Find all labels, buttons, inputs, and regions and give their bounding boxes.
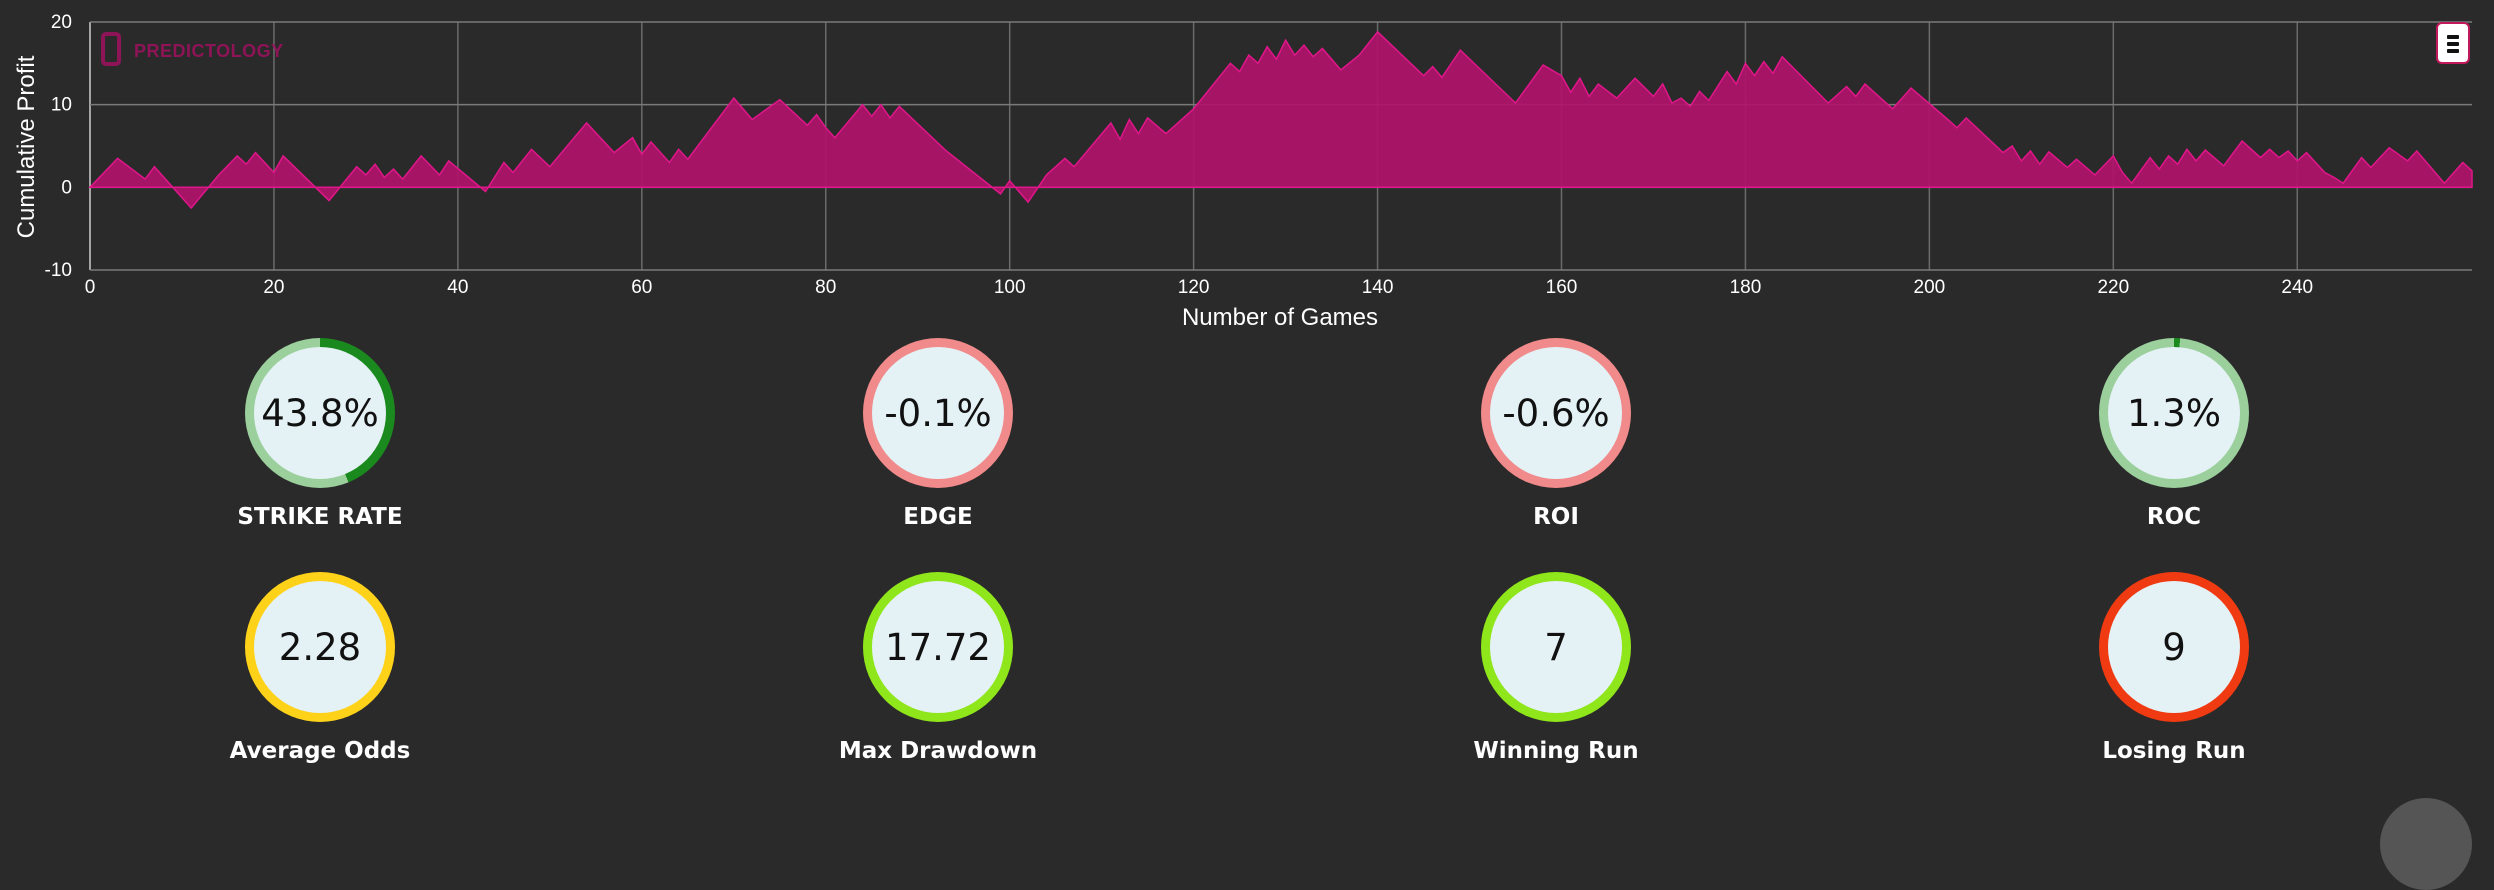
x-tick-label: 140 <box>1362 277 1394 298</box>
stats-panel: 43.8% STRIKE RATE -0.1% EDGE -0.6% ROI 1.3% ROC… <box>160 338 2334 764</box>
x-axis-ticks: 0 20 40 60 80 100 120 140 160 180 200 220 240 <box>85 277 2313 298</box>
stat-gauge-face: -0.1% <box>872 347 1004 479</box>
stat-label: Average Odds <box>229 738 411 764</box>
predictology-logo: PREDICTOLOGY <box>101 32 284 66</box>
x-tick-label: 220 <box>2097 277 2129 298</box>
stat-gauge-ring: -0.6% <box>1481 338 1631 488</box>
x-tick-label: 20 <box>263 277 284 298</box>
stat-gauge-ring: 43.8% <box>245 338 395 488</box>
stat-label: STRIKE RATE <box>237 504 403 530</box>
stat-gauge-face: 2.28 <box>254 581 386 713</box>
stat-losing-run: 9 Losing Run <box>2014 572 2334 764</box>
stat-roi: -0.6% ROI <box>1396 338 1716 530</box>
stat-gauge-face: 7 <box>1490 581 1622 713</box>
x-tick-label: 40 <box>447 277 468 298</box>
stat-gauge-face: -0.6% <box>1490 347 1622 479</box>
stat-edge: -0.1% EDGE <box>778 338 1098 530</box>
x-tick-label: 0 <box>85 277 96 298</box>
stat-label: EDGE <box>903 504 973 530</box>
y-axis-title: Cumulative Profit <box>13 55 40 238</box>
stat-gauge-face: 43.8% <box>254 347 386 479</box>
x-tick-label: 60 <box>631 277 652 298</box>
x-axis-title: Number of Games <box>1182 304 1378 331</box>
y-tick-label: -10 <box>45 260 72 281</box>
x-tick-label: 80 <box>815 277 836 298</box>
stat-winning-run: 7 Winning Run <box>1396 572 1716 764</box>
stat-label: Winning Run <box>1473 738 1639 764</box>
stat-value: 7 <box>1544 625 1568 669</box>
stat-gauge-face: 17.72 <box>872 581 1004 713</box>
stat-value: 43.8% <box>261 391 379 435</box>
stat-average-odds: 2.28 Average Odds <box>160 572 480 764</box>
logo-mark-icon <box>101 32 121 66</box>
stat-value: -0.1% <box>884 391 992 435</box>
stat-value: 17.72 <box>885 625 991 669</box>
stat-label: Max Drawdown <box>838 738 1038 764</box>
stat-gauge-ring: 9 <box>2099 572 2249 722</box>
y-tick-label: 0 <box>61 177 72 198</box>
stat-gauge-ring: 1.3% <box>2099 338 2249 488</box>
y-tick-label: 10 <box>51 95 72 116</box>
stat-gauge-ring: -0.1% <box>863 338 1013 488</box>
svg-text:PREDICTOLOGY: PREDICTOLOGY <box>134 41 284 61</box>
stat-label: Losing Run <box>2102 738 2246 764</box>
x-tick-label: 100 <box>994 277 1026 298</box>
y-tick-label: 20 <box>51 12 72 33</box>
stat-strike-rate: 43.8% STRIKE RATE <box>160 338 480 530</box>
stat-max-drawdown: 17.72 Max Drawdown <box>778 572 1098 764</box>
stat-gauge-face: 1.3% <box>2108 347 2240 479</box>
stat-gauge-face: 9 <box>2108 581 2240 713</box>
x-tick-label: 160 <box>1546 277 1578 298</box>
stat-value: 2.28 <box>278 625 362 669</box>
x-tick-label: 180 <box>1730 277 1762 298</box>
profit-area-series[interactable] <box>88 30 2473 210</box>
stat-roc: 1.3% ROC <box>2014 338 2334 530</box>
x-tick-label: 240 <box>2281 277 2313 298</box>
stat-label: ROI <box>1533 504 1579 530</box>
stat-gauge-ring: 2.28 <box>245 572 395 722</box>
stat-value: -0.6% <box>1502 391 1610 435</box>
x-tick-label: 120 <box>1178 277 1210 298</box>
stat-gauge-ring: 17.72 <box>863 572 1013 722</box>
x-tick-label: 200 <box>1914 277 1946 298</box>
scroll-top-button[interactable] <box>2380 798 2472 890</box>
profit-chart: -10 0 10 20 0 20 40 60 80 100 120 140 160 180 200 220 2… <box>13 12 2473 331</box>
chart-menu-button[interactable] <box>2436 22 2470 64</box>
stat-value: 9 <box>2162 625 2186 669</box>
stat-label: ROC <box>2146 504 2202 530</box>
stat-gauge-ring: 7 <box>1481 572 1631 722</box>
y-axis-ticks: -10 0 10 20 <box>45 12 72 281</box>
stat-value: 1.3% <box>2127 391 2221 435</box>
